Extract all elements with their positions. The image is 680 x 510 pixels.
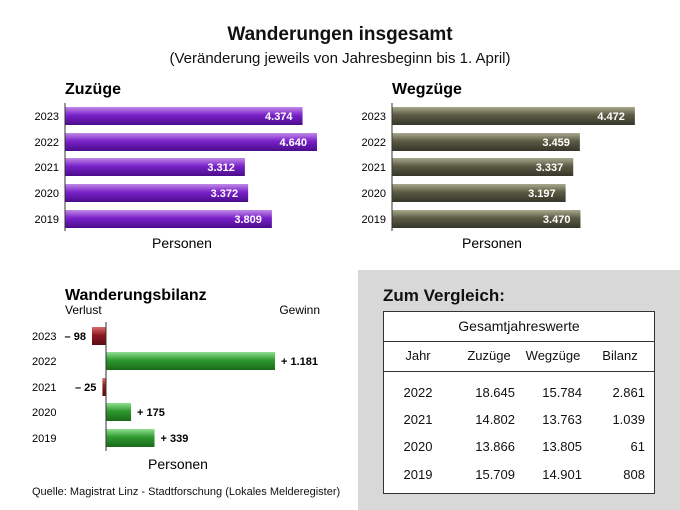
table-cell: 2.861 [612,385,645,400]
wegzuege-data-label: 3.197 [528,188,556,200]
table-header-wegzuege: Wegzüge [525,348,581,363]
wegzuege-tick-label: 2023 [362,111,386,123]
table-cell: 15.784 [542,385,582,400]
zuzuege-axis-label: Personen [152,235,212,251]
bilanz-gain-label: Gewinn [279,303,320,317]
zuzuege-bar [65,158,245,176]
bilanz-data-label: + 339 [161,433,189,445]
wegzuege-axis-label: Personen [462,235,522,251]
wegzuege-data-label: 3.459 [542,137,570,149]
bilanz-tick-label: 2022 [32,356,56,368]
wegzuege-tick-label: 2020 [362,188,386,200]
zuzuege-data-label: 3.809 [234,214,262,226]
wegzuege-bar [392,210,581,228]
page-title: Wanderungen insgesamt [227,24,453,45]
wegzuege-bar [392,107,635,125]
zuzuege-data-label: 3.372 [211,188,239,200]
table-divider [383,341,655,342]
table-cell: 2020 [403,439,433,454]
table-cell: 14.901 [542,467,582,482]
bilanz-axis-label: Personen [148,456,208,472]
zuzuege-bar [65,184,249,202]
wegzuege-bar [392,158,574,176]
table-header-jahr: Jahr [405,348,431,363]
table-cell: 14.802 [475,412,515,427]
bilanz-tick-label: 2019 [32,433,56,445]
zuzuege-tick-label: 2023 [35,111,59,123]
zuzuege-tick-label: 2021 [35,162,59,174]
bilanz-bar [102,378,106,396]
bilanz-data-label: – 98 [65,331,86,343]
bilanz-tick-label: 2023 [32,331,56,343]
zuzuege-data-label: 4.640 [279,137,307,149]
wegzuege-data-label: 4.472 [597,111,625,123]
table-divider [383,371,655,372]
comparison-caption: Gesamtjahreswerte [458,318,580,334]
bilanz-loss-label: Verlust [65,303,102,317]
table-cell: 2019 [403,467,433,482]
bilanz-bar [91,327,106,345]
wegzuege-bar [392,133,580,151]
table-cell: 61 [630,439,645,454]
table-header-zuzuege: Zuzüge [467,348,511,363]
zuzuege-bar [65,133,317,151]
zuzuege-bar [65,210,272,228]
bilanz-tick-label: 2020 [32,407,56,419]
table-cell: 13.866 [475,439,515,454]
wegzuege-tick-label: 2019 [362,214,386,226]
bilanz-data-label: + 1.181 [281,356,318,368]
wegzuege-data-label: 3.470 [543,214,571,226]
bilanz-tick-label: 2021 [32,382,56,394]
table-cell: 13.805 [542,439,582,454]
table-cell: 18.645 [475,385,515,400]
bilanz-bar [106,429,155,447]
source-note: Quelle: Magistrat Linz - Stadtforschung … [32,486,341,498]
zuzuege-bar [65,107,303,125]
wegzuege-tick-label: 2021 [362,162,386,174]
wegzuege-tick-label: 2022 [362,137,386,149]
bilanz-data-label: – 25 [75,382,96,394]
zuzuege-tick-label: 2019 [35,214,59,226]
bilanz-bar [106,352,275,370]
wegzuege-bar [392,184,566,202]
table-cell: 2021 [403,412,433,427]
bilanz-chart-title: Wanderungsbilanz [65,287,207,304]
table-cell: 13.763 [542,412,582,427]
table-cell: 1.039 [612,412,645,427]
zuzuege-data-label: 3.312 [207,162,235,174]
table-cell: 808 [623,467,645,482]
table-cell: 15.709 [475,467,515,482]
page-subtitle: (Veränderung jeweils von Jahresbeginn bi… [169,50,511,67]
wegzuege-data-label: 3.337 [536,162,564,174]
comparison-title: Zum Vergleich: [383,286,505,305]
table-cell: 2022 [403,385,433,400]
table-header-bilanz: Bilanz [602,348,638,363]
bilanz-data-label: + 175 [137,407,165,419]
zuzuege-tick-label: 2022 [35,137,59,149]
bilanz-bar [106,403,132,421]
zuzuege-chart-title: Zuzüge [65,81,121,98]
zuzuege-data-label: 4.374 [265,111,293,123]
wegzuege-chart-title: Wegzüge [392,81,462,98]
zuzuege-tick-label: 2020 [35,188,59,200]
